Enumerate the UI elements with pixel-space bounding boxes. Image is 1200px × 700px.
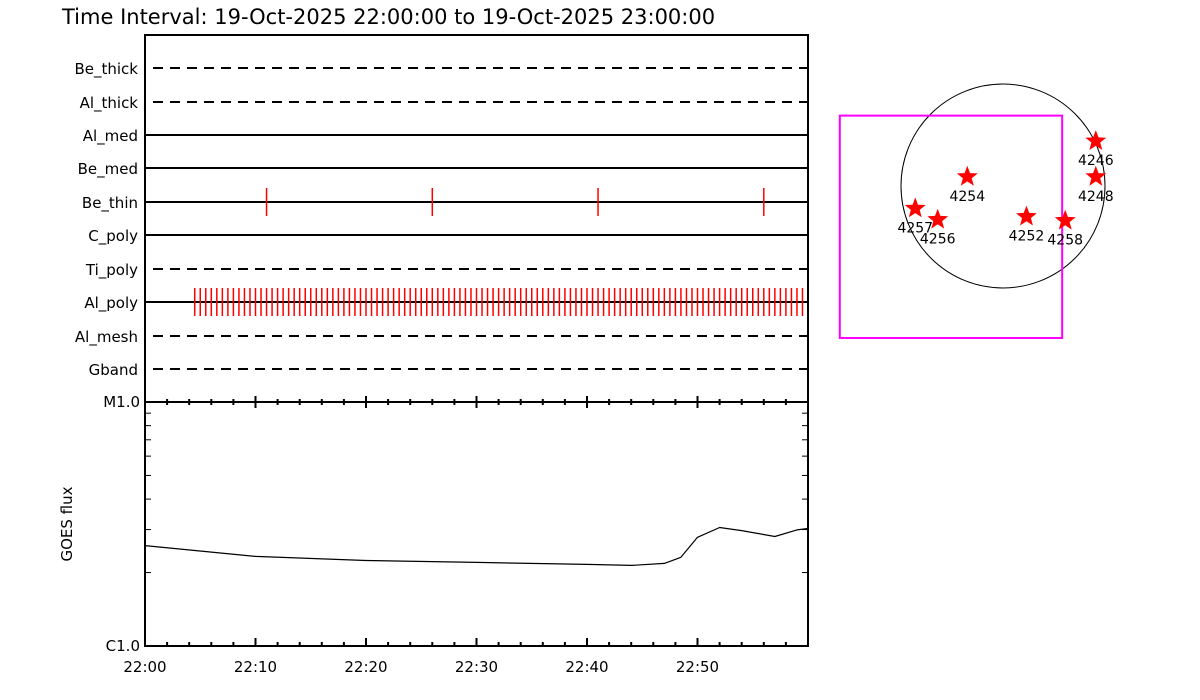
star-marker-4246 — [1085, 130, 1107, 150]
row-label-C_poly: C_poly — [88, 227, 138, 246]
active-region-label: 4252 — [1009, 229, 1045, 245]
active-region-label: 4256 — [920, 232, 956, 248]
row-label-Gband: Gband — [89, 361, 138, 379]
x-tick-label: 22:20 — [344, 658, 387, 676]
star-marker-4257 — [904, 197, 926, 218]
y-axis-label: GOES flux — [58, 486, 76, 561]
star-marker-4258 — [1054, 209, 1076, 230]
field-of-view-box — [838, 114, 1064, 339]
y-tick-label: C1.0 — [106, 637, 140, 655]
active-region-label: 4254 — [949, 189, 985, 205]
x-tick-label: 22:10 — [234, 658, 277, 676]
row-label-Be_thick: Be_thick — [74, 60, 138, 79]
active-region-label: 4258 — [1047, 233, 1083, 249]
goes-flux-line — [144, 526, 809, 567]
star-marker-4248 — [1085, 165, 1107, 186]
row-label-Be_med: Be_med — [78, 160, 138, 179]
y-tick-label: M1.0 — [103, 393, 140, 411]
chart-title: Time Interval: 19-Oct-2025 22:00:00 to 1… — [61, 5, 715, 29]
x-tick-label: 22:40 — [565, 658, 608, 676]
star-marker-4256 — [927, 208, 949, 229]
row-label-Al_med: Al_med — [83, 127, 138, 146]
timeline-frame — [144, 34, 809, 403]
goes-frame — [144, 401, 809, 647]
row-label-Al_thick: Al_thick — [80, 94, 139, 113]
row-label-Be_thin: Be_thin — [82, 194, 138, 213]
row-label-Ti_poly: Ti_poly — [85, 261, 138, 280]
x-tick-label: 22:50 — [676, 658, 719, 676]
star-marker-4254 — [956, 165, 978, 186]
x-tick-label: 22:30 — [455, 658, 498, 676]
active-region-label: 4257 — [897, 220, 933, 236]
row-label-Al_poly: Al_poly — [84, 294, 138, 313]
star-marker-4252 — [1016, 205, 1037, 226]
solar-disk — [900, 83, 1106, 289]
row-label-Al_mesh: Al_mesh — [75, 328, 138, 347]
active-region-label: 4246 — [1078, 153, 1114, 169]
x-tick-label: 22:00 — [123, 658, 166, 676]
active-region-label: 4248 — [1078, 189, 1114, 205]
